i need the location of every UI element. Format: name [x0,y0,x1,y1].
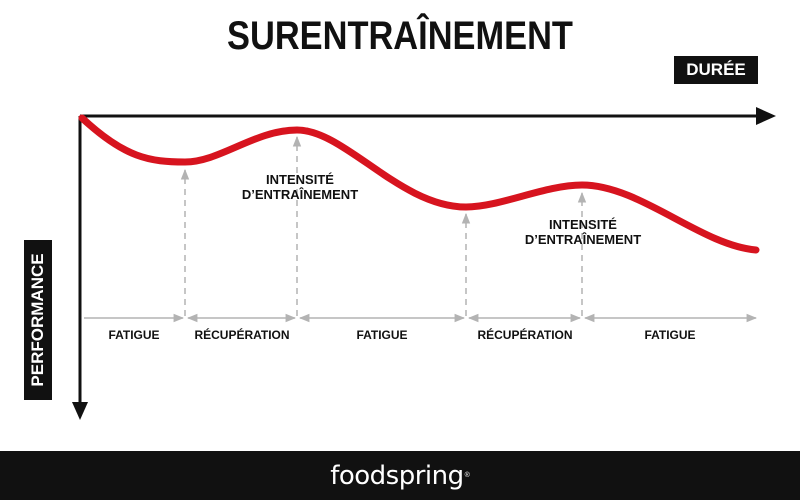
x-axis-label: DURÉE [674,56,758,84]
x-axis-arrowhead [756,107,776,125]
annotation-training-intensity-2-line1: INTENSITÉ [549,217,617,232]
phase-label-recovery-2: RÉCUPÉRATION [477,327,572,342]
brand-logo: foodspring [330,460,464,491]
page-title: SURENTRAÎNEMENT [227,14,573,58]
annotation-training-intensity-1-line1: INTENSITÉ [266,172,334,187]
phase-label-fatigue-1: FATIGUE [108,328,159,342]
registered-mark: ® [464,472,470,479]
y-axis-arrowhead [72,402,88,420]
performance-curve [78,114,760,254]
annotation-training-intensity-1-line2: D’ENTRAÎNEMENT [242,187,358,202]
overtraining-diagram: FATIGUE RÉCUPÉRATION FATIGUE RÉCUPÉRATIO… [72,107,776,420]
y-axis-label: PERFORMANCE [24,240,52,400]
annotation-training-intensity-2-line2: D’ENTRAÎNEMENT [525,232,641,247]
phase-label-fatigue-3: FATIGUE [644,328,695,342]
phase-label-fatigue-2: FATIGUE [356,328,407,342]
footer-bar: foodspring ® [0,451,800,500]
phase-label-recovery-1: RÉCUPÉRATION [194,327,289,342]
